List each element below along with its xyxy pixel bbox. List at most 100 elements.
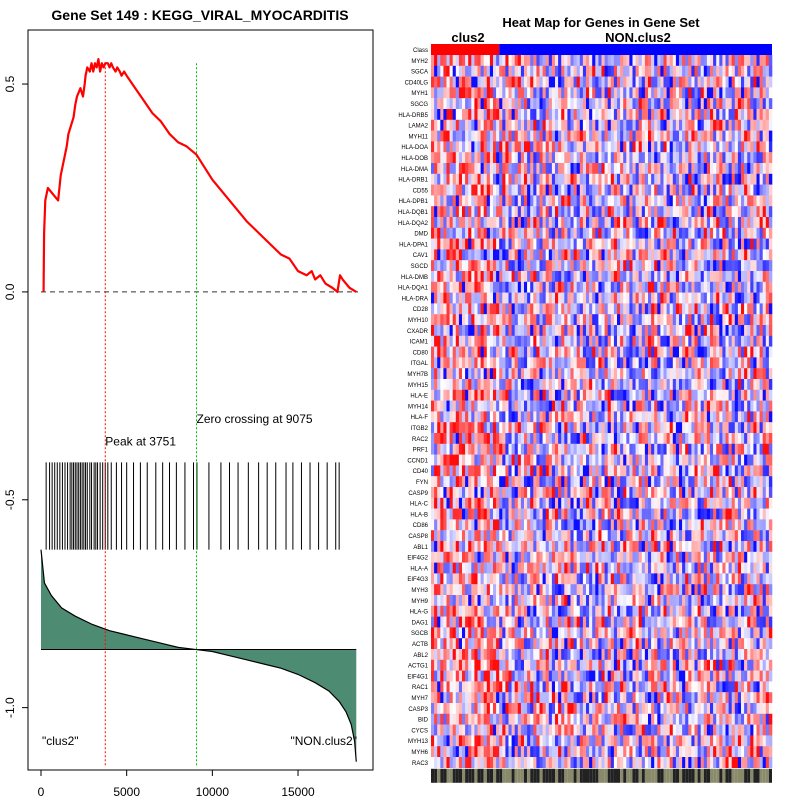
heatmap-cell bbox=[617, 281, 621, 293]
heatmap-cell bbox=[685, 227, 689, 239]
heatmap-cell bbox=[462, 292, 466, 304]
heatmap-cell bbox=[765, 292, 770, 304]
heatmap-cell bbox=[601, 379, 605, 390]
heatmap-cell bbox=[638, 314, 643, 326]
heatmap-cell bbox=[728, 487, 732, 498]
heatmap-cell bbox=[663, 325, 667, 336]
heatmap-cell bbox=[679, 454, 683, 466]
heatmap-cell bbox=[648, 325, 652, 336]
heatmap-cell bbox=[765, 389, 770, 401]
heatmap-cell bbox=[688, 443, 692, 455]
heatmap-cell bbox=[573, 368, 577, 380]
heatmap-cell bbox=[719, 260, 723, 272]
heatmap-cell bbox=[613, 476, 618, 488]
heatmap-cell bbox=[747, 109, 751, 120]
heatmap-cell bbox=[511, 195, 515, 207]
heatmap-cell bbox=[703, 238, 708, 250]
heatmap-cell bbox=[536, 357, 540, 369]
heatmap-cell bbox=[567, 379, 571, 390]
heatmap-cell bbox=[517, 519, 522, 531]
heatmap-cell bbox=[744, 141, 748, 153]
heatmap-cell bbox=[620, 271, 624, 282]
heatmap-cell bbox=[747, 76, 751, 88]
heatmap-cell bbox=[539, 454, 543, 466]
heatmap-cell bbox=[499, 422, 503, 434]
heatmap-cell bbox=[539, 303, 543, 315]
heatmap-cell bbox=[579, 109, 584, 120]
heatmap-cell bbox=[666, 152, 670, 164]
heatmap-cell bbox=[545, 141, 550, 153]
heatmap-cell bbox=[694, 119, 698, 131]
heatmap-cell bbox=[586, 433, 590, 444]
heatmap-cell bbox=[644, 76, 649, 88]
heatmap-cell bbox=[558, 508, 562, 520]
heatmap-cell bbox=[620, 314, 624, 326]
heatmap-cell bbox=[706, 335, 711, 347]
heatmap-cell bbox=[452, 152, 457, 164]
heatmap-cell bbox=[489, 260, 494, 272]
heatmap-cell bbox=[595, 227, 599, 239]
heatmap-cell bbox=[486, 206, 491, 218]
heatmap-cell bbox=[753, 152, 757, 164]
heatmap-cell bbox=[672, 465, 677, 477]
heatmap-cell bbox=[508, 357, 512, 369]
heatmap-cell bbox=[443, 184, 447, 196]
heatmap-cell bbox=[669, 119, 674, 131]
heatmap-cell bbox=[493, 141, 497, 153]
heatmap-cell bbox=[527, 195, 531, 207]
heatmap-cell bbox=[768, 368, 773, 380]
heatmap-cell bbox=[536, 303, 540, 315]
heatmap-cell bbox=[555, 130, 559, 142]
heatmap-cell bbox=[620, 260, 624, 272]
heatmap-cell bbox=[502, 368, 506, 380]
heatmap-cell bbox=[644, 281, 649, 293]
heatmap-cell bbox=[520, 65, 525, 77]
heatmap-cell bbox=[499, 271, 503, 282]
heatmap-cell bbox=[700, 227, 705, 239]
heatmap-cell bbox=[474, 303, 478, 315]
heatmap-cell bbox=[660, 400, 664, 412]
heatmap-cell bbox=[514, 152, 519, 164]
heatmap-cell bbox=[555, 238, 559, 250]
heatmap-cell bbox=[607, 184, 612, 196]
heatmap-cell bbox=[703, 87, 708, 99]
heatmap-cell bbox=[682, 487, 686, 498]
heatmap-cell bbox=[728, 400, 732, 412]
heatmap-cell bbox=[502, 260, 506, 272]
heatmap-cell bbox=[598, 379, 602, 390]
heatmap-cell bbox=[691, 173, 695, 185]
heatmap-cell bbox=[734, 400, 739, 412]
heatmap-cell bbox=[657, 519, 661, 531]
heatmap-cell bbox=[446, 389, 450, 401]
heatmap-cell bbox=[762, 433, 767, 444]
heatmap-cell bbox=[719, 206, 723, 218]
heatmap-cell bbox=[555, 368, 559, 380]
heatmap-cell bbox=[731, 238, 736, 250]
heatmap-cell bbox=[731, 443, 736, 455]
heatmap-cell bbox=[455, 195, 460, 207]
heatmap-cell bbox=[480, 389, 484, 401]
heatmap-cell bbox=[610, 476, 615, 488]
heatmap-cell bbox=[716, 130, 720, 142]
heatmap-cell bbox=[536, 227, 540, 239]
heatmap-cell bbox=[570, 346, 574, 358]
heatmap-cell bbox=[558, 130, 562, 142]
heatmap-cell bbox=[502, 508, 506, 520]
heatmap-cell bbox=[480, 249, 484, 261]
heatmap-cell bbox=[654, 249, 658, 261]
heatmap-cell bbox=[685, 335, 689, 347]
heatmap-cell bbox=[607, 141, 612, 153]
heatmap-cell bbox=[694, 227, 698, 239]
heatmap-cell bbox=[607, 346, 612, 358]
heatmap-cell bbox=[434, 98, 438, 110]
heatmap-cell bbox=[567, 119, 571, 131]
heatmap-cell bbox=[651, 433, 655, 444]
heatmap-cell bbox=[474, 65, 478, 77]
heatmap-cell bbox=[536, 119, 540, 131]
heatmap-cell bbox=[437, 325, 441, 336]
heatmap-cell bbox=[443, 281, 447, 293]
heatmap-cell bbox=[613, 400, 618, 412]
heatmap-cell bbox=[483, 314, 488, 326]
heatmap-cell bbox=[629, 109, 633, 120]
heatmap-cell bbox=[558, 379, 562, 390]
